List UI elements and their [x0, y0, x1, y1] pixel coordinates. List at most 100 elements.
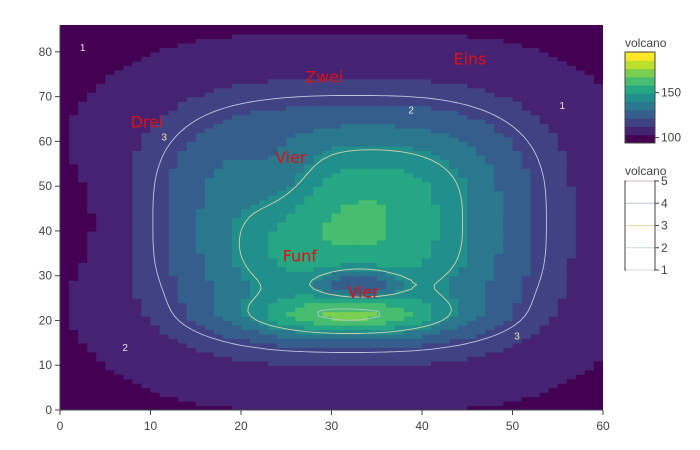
heat-cell [132, 333, 143, 339]
heat-cell [268, 172, 278, 178]
heat-cell [575, 74, 586, 80]
heat-cell [458, 132, 468, 138]
heat-cell [521, 87, 532, 93]
heat-cell [114, 239, 124, 245]
heat-cell [259, 141, 269, 147]
heat-cell [431, 387, 441, 393]
heat-cell [105, 324, 115, 331]
heat-cell [521, 392, 532, 398]
heat-cell [349, 405, 360, 410]
heat-cell [132, 338, 143, 344]
heat-cell [322, 42, 333, 48]
heat-cell [69, 392, 79, 398]
heat-cell [268, 69, 278, 75]
heat-cell [168, 101, 179, 107]
heat-cell [539, 159, 550, 165]
heat-cell [494, 284, 505, 290]
heat-cell [394, 396, 405, 402]
heat-cell [331, 257, 342, 263]
heat-cell [123, 114, 133, 120]
heat-cell [150, 374, 161, 380]
heat-cell [213, 87, 224, 93]
heat-cell [566, 405, 577, 410]
heat-cell [376, 25, 387, 31]
heat-cell [204, 315, 215, 322]
heat-cell [186, 360, 197, 366]
heat-cell [195, 136, 206, 142]
heat-cell [521, 51, 532, 57]
heat-cell [213, 181, 224, 187]
heat-cell [548, 154, 559, 160]
heat-cell [403, 248, 414, 254]
heat-cell [150, 315, 161, 322]
heat-cell [485, 369, 495, 375]
heat-cell [78, 60, 88, 66]
heat-cell [467, 101, 477, 107]
heat-cell [494, 119, 505, 125]
heat-cell [422, 244, 432, 250]
heat-cell [367, 105, 378, 111]
heat-cell [349, 163, 360, 169]
heat-cell [231, 60, 242, 66]
heat-cell [295, 383, 305, 389]
heat-cell [494, 315, 505, 322]
heat-cell [304, 96, 314, 102]
heat-cell [340, 280, 351, 286]
heat-cell [358, 257, 369, 263]
heat-cell [385, 324, 396, 331]
heat-cell [123, 25, 133, 31]
heat-cell [150, 150, 161, 156]
heat-cell [204, 163, 215, 169]
heat-cell [141, 235, 152, 241]
heat-cell [385, 383, 396, 389]
heat-cell [259, 324, 269, 331]
heat-cell [150, 235, 161, 241]
heat-cell [87, 33, 97, 40]
heat-cell [358, 248, 369, 254]
heat-cell [213, 405, 224, 410]
heat-cell [494, 136, 505, 142]
heat-cell [114, 262, 124, 268]
heat-cell [449, 60, 459, 66]
heat-cell [476, 56, 486, 62]
heat-cell [349, 150, 360, 156]
heat-cell [340, 235, 351, 241]
heat-cell [132, 360, 143, 366]
heat-cell [222, 405, 233, 410]
heat-cell [168, 33, 179, 40]
heat-cell [331, 315, 342, 322]
heat-cell [340, 360, 351, 366]
heat-cell [349, 239, 360, 245]
heat-cell [250, 25, 260, 31]
heat-cell [177, 369, 188, 375]
heat-cell [530, 141, 541, 147]
heat-cell [358, 136, 369, 142]
heat-cell [313, 360, 324, 366]
heat-cell [358, 342, 369, 348]
heat-cell [141, 123, 152, 129]
heat-cell [114, 235, 124, 241]
heat-cell [512, 186, 523, 192]
heat-cell [123, 329, 133, 335]
heat-cell [231, 392, 242, 398]
heat-cell [313, 199, 324, 205]
heat-cell [431, 213, 441, 219]
heat-cell [476, 311, 486, 317]
heat-cell [87, 298, 97, 304]
heat-cell [213, 338, 224, 344]
heat-cell [195, 42, 206, 48]
heat-cell [123, 293, 133, 299]
heat-cell [521, 199, 532, 205]
heat-cell [458, 280, 468, 286]
heat-cell [222, 257, 233, 263]
heat-cell [467, 248, 477, 254]
heat-cell [376, 92, 387, 98]
heat-cell [141, 114, 152, 120]
heat-cell [485, 172, 495, 178]
heat-cell [340, 190, 351, 196]
heat-cell [159, 369, 170, 375]
heat-cell [295, 248, 305, 254]
heat-cell [340, 266, 351, 272]
heat-cell [485, 293, 495, 299]
heat-cell [394, 324, 405, 331]
